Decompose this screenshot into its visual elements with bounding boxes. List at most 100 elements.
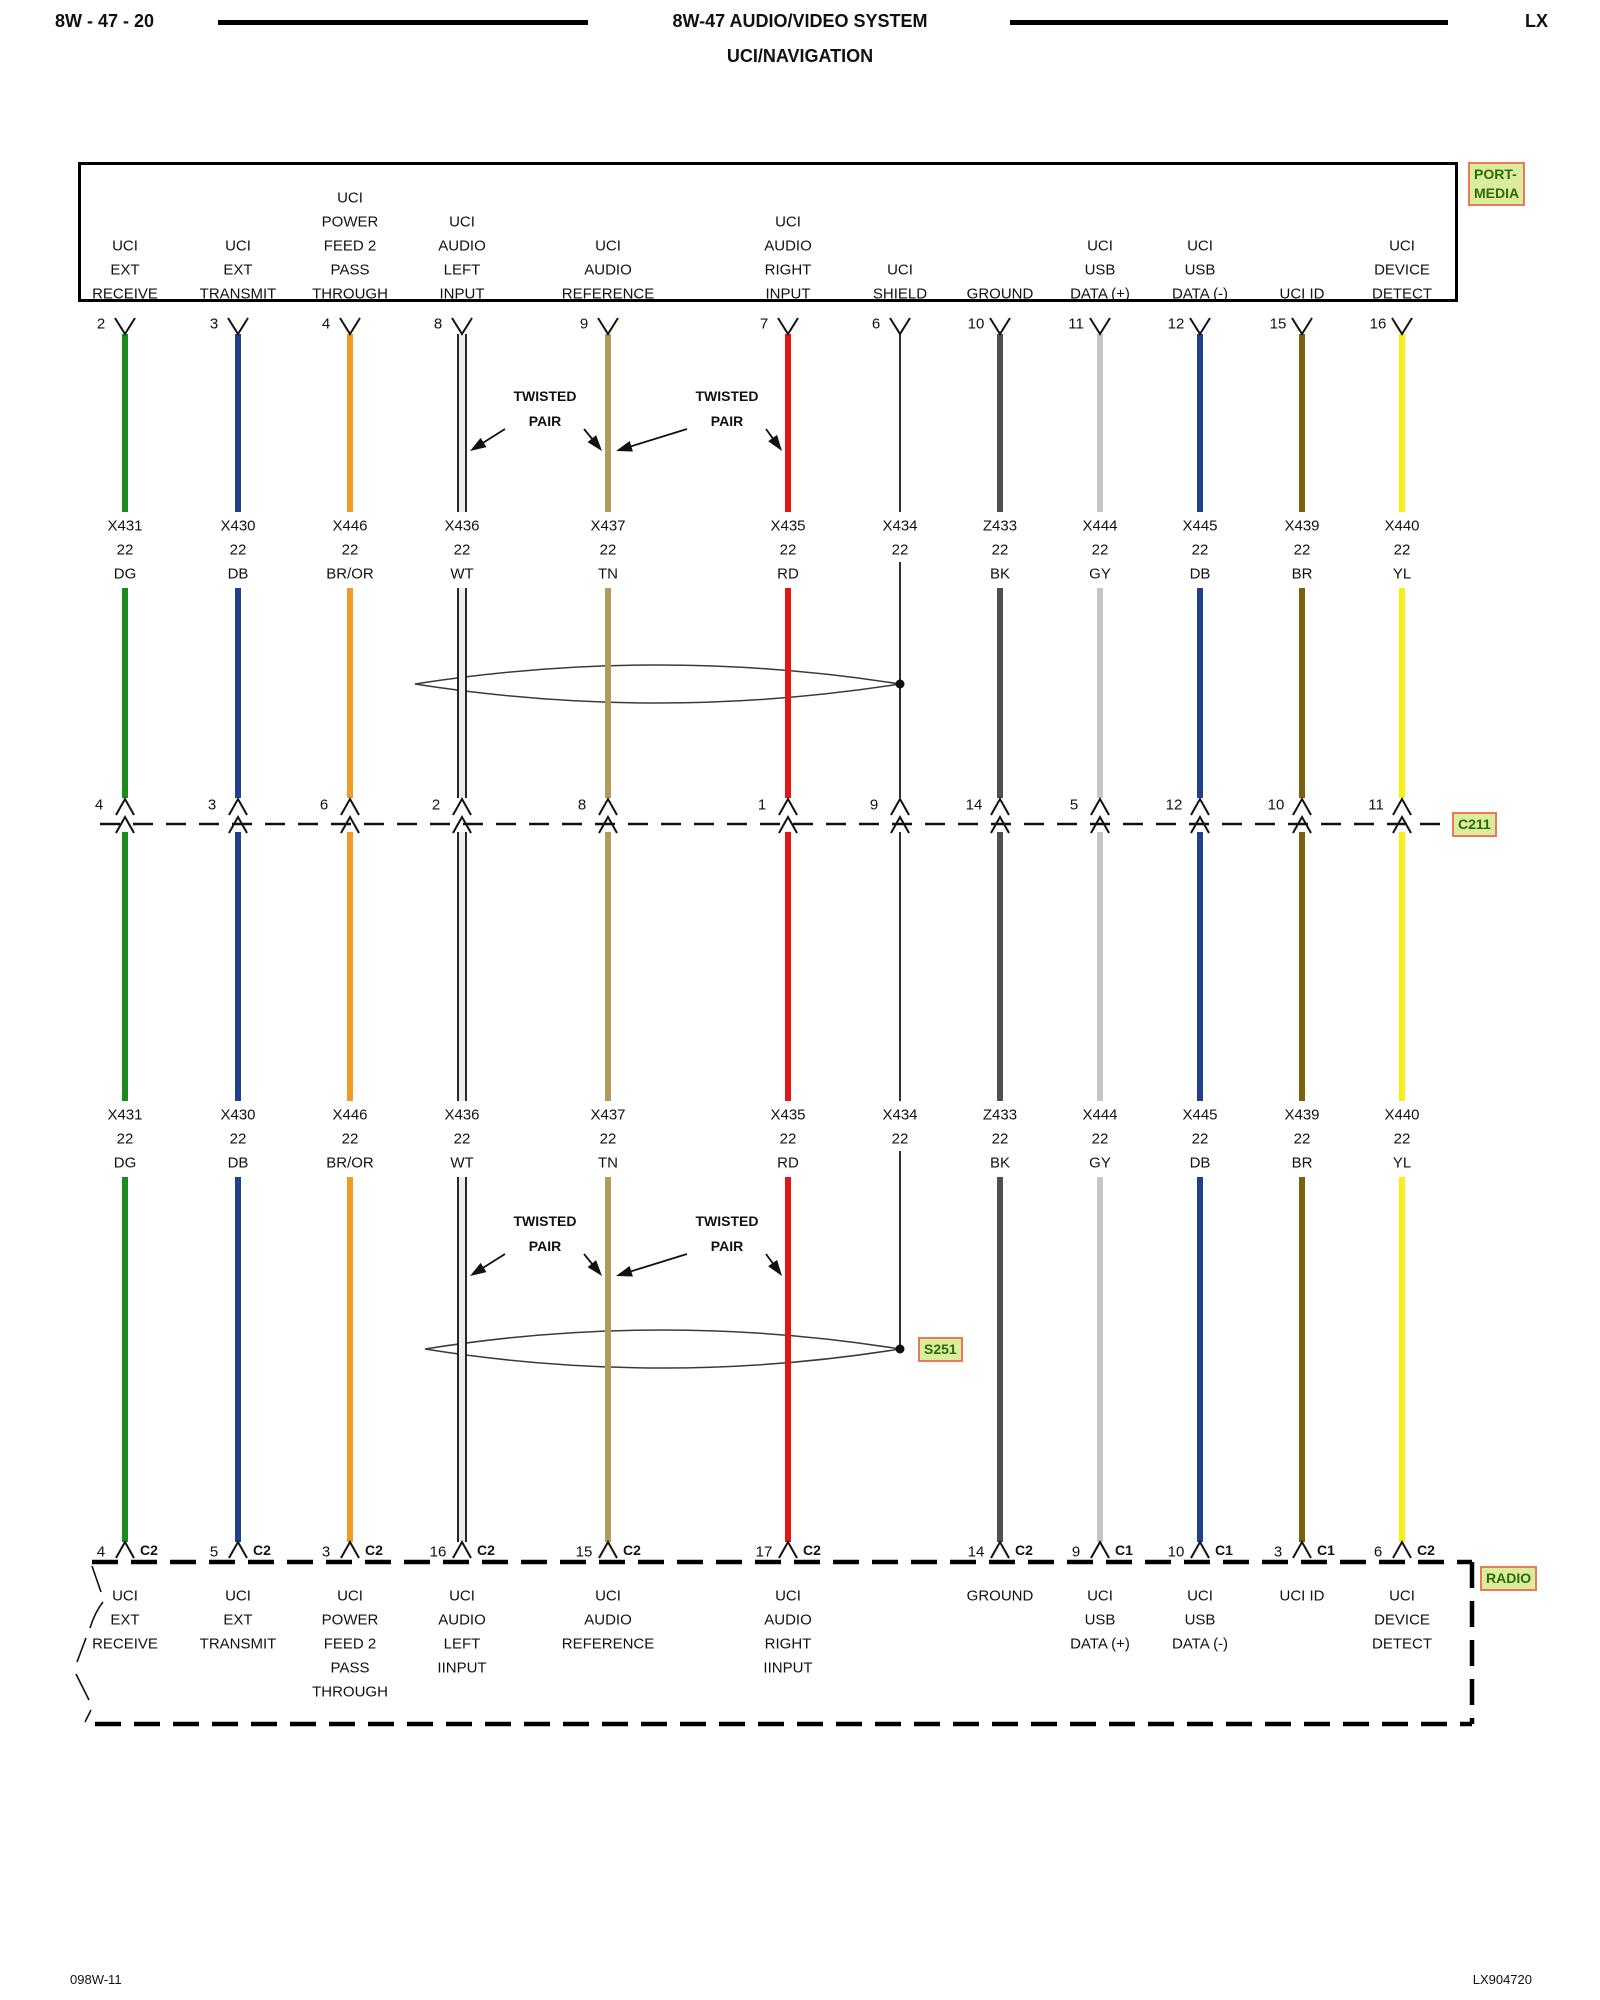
radio-connector-name-C1: C1 [1317, 1542, 1335, 1558]
wire-X440-seg1 [1399, 334, 1405, 512]
c211-terminal-lower-9 [890, 814, 910, 834]
port-media-tag: PORT- MEDIA [1468, 162, 1526, 206]
circuit-label-upper-Z433: BK [989, 565, 1011, 583]
wire-X437-seg4 [605, 1177, 611, 1542]
wire-X444-seg3 [1097, 832, 1103, 1101]
shield-loop-lower [424, 1329, 901, 1369]
wire-Z433-seg1 [997, 334, 1003, 512]
twisted-pair-label: TWISTED [695, 1213, 759, 1229]
port-media-terminal-8 [451, 317, 473, 336]
port-media-pin-number-8: 8 [433, 315, 443, 333]
s251-splice-dot [895, 1344, 905, 1354]
circuit-label-lower-X434: X434 [882, 1106, 918, 1124]
radio-pin-label: AUDIO [764, 1611, 812, 1629]
wire-X431-seg1 [122, 334, 128, 512]
circuit-label-lower-X439: BR [1291, 1154, 1313, 1172]
twisted-pair-arrow-head [616, 1266, 633, 1277]
radio-terminal-C2-4 [115, 1539, 135, 1559]
port-media-pin-number-7: 7 [759, 315, 769, 333]
c211-terminal-upper-1 [778, 796, 798, 816]
radio-pin-label: RECEIVE [92, 1635, 158, 1653]
wire-X445-seg4 [1197, 1177, 1203, 1542]
circuit-label-upper-X431: X431 [107, 517, 143, 535]
radio-pin-number-10: 10 [1167, 1543, 1185, 1561]
c211-terminal-upper-8 [598, 796, 618, 816]
port-media-pin-label: UCI [1087, 237, 1113, 255]
c211-terminal-lower-3 [228, 814, 248, 834]
radio-pin-label: DATA (-) [1171, 1635, 1229, 1653]
port-media-pin-label: UCI [1389, 237, 1415, 255]
radio-pin-number-3: 3 [1273, 1543, 1283, 1561]
circuit-label-upper-X440: YL [1392, 565, 1412, 583]
radio-pin-label: IINPUT [437, 1659, 487, 1677]
radio-connector-name-C2: C2 [623, 1542, 641, 1558]
circuit-label-lower-X436: 22 [453, 1130, 471, 1148]
port-media-pin-number-6: 6 [871, 315, 881, 333]
port-media-pin-label: INPUT [439, 285, 485, 303]
port-media-terminal-16 [1391, 317, 1413, 336]
port-media-terminal-7 [777, 317, 799, 336]
circuit-label-lower-X435: RD [777, 1154, 799, 1172]
circuit-label-upper-X430: DB [227, 565, 249, 583]
twisted-pair-label: TWISTED [695, 388, 759, 404]
circuit-label-upper-X445: DB [1189, 565, 1211, 583]
circuit-label-lower-X435: X435 [770, 1106, 806, 1124]
radio-pin-label: USB [1084, 1611, 1116, 1629]
port-media-pin-label: DEVICE [1374, 261, 1430, 279]
radio-pin-label: IINPUT [763, 1659, 813, 1677]
circuit-label-lower-X431: X431 [107, 1106, 143, 1124]
port-media-pin-label: RECEIVE [92, 285, 158, 303]
circuit-label-lower-X440: YL [1392, 1154, 1412, 1172]
twisted-pair-arrow-line [627, 1253, 688, 1274]
radio-pin-label: TRANSMIT [199, 1635, 277, 1653]
port-media-pin-number-10: 10 [967, 315, 985, 333]
circuit-label-upper-X446: X446 [332, 517, 368, 535]
radio-terminal-C2-6 [1392, 1539, 1412, 1559]
port-media-pin-label: UCI [887, 261, 913, 279]
port-media-pin-number-2: 2 [96, 315, 106, 333]
shield-junction-dot-upper [895, 679, 905, 689]
port-media-pin-label: PASS [330, 261, 370, 279]
circuit-label-upper-X437: 22 [599, 541, 617, 559]
radio-connector-name-C2: C2 [1417, 1542, 1435, 1558]
radio-box-left-tear [75, 1565, 104, 1723]
circuit-label-lower-X434: 22 [891, 1130, 909, 1148]
wire-X446-seg3 [347, 832, 353, 1101]
circuit-label-lower-Z433: BK [989, 1154, 1011, 1172]
c211-pin-number-14: 14 [965, 796, 983, 814]
c211-pin-number-11: 11 [1368, 796, 1384, 814]
circuit-label-lower-X446: 22 [341, 1130, 359, 1148]
circuit-label-lower-X430: 22 [229, 1130, 247, 1148]
radio-pin-number-9: 9 [1071, 1543, 1081, 1561]
radio-pin-label: PASS [330, 1659, 370, 1677]
radio-connector-name-C2: C2 [365, 1542, 383, 1558]
c211-terminal-lower-1 [778, 814, 798, 834]
port-media-pin-label: UCI [337, 189, 363, 207]
port-media-terminal-2 [114, 317, 136, 336]
radio-pin-label: THROUGH [312, 1683, 388, 1701]
radio-pin-label: FEED 2 [323, 1635, 377, 1653]
circuit-label-upper-X444: 22 [1091, 541, 1109, 559]
circuit-label-upper-Z433: Z433 [982, 517, 1018, 535]
circuit-label-lower-X446: X446 [332, 1106, 368, 1124]
port-media-connector-box [78, 162, 1458, 302]
wire-X446-seg2 [347, 588, 353, 798]
wire-Z433-seg3 [997, 832, 1003, 1101]
port-media-pin-label: UCI [775, 213, 801, 231]
radio-pin-label: UCI [112, 1587, 138, 1605]
wire-X435-seg1 [785, 334, 791, 512]
port-media-pin-label: POWER [321, 213, 379, 231]
radio-connector-name-C2: C2 [253, 1542, 271, 1558]
wire-X435-seg3 [785, 832, 791, 1101]
wire-X445-seg2 [1197, 588, 1203, 798]
twisted-pair-arrow-line [627, 428, 688, 449]
circuit-label-upper-X435: X435 [770, 517, 806, 535]
s251-tag: S251 [918, 1337, 963, 1362]
port-media-pin-label: THROUGH [312, 285, 388, 303]
port-media-pin-label: UCI ID [1279, 285, 1325, 303]
radio-pin-label: GROUND [966, 1587, 1034, 1605]
twisted-pair-arrow-head [768, 434, 782, 451]
wire-X445-seg3 [1197, 832, 1203, 1101]
c211-terminal-upper-3 [228, 796, 248, 816]
circuit-label-upper-X444: GY [1089, 565, 1111, 583]
